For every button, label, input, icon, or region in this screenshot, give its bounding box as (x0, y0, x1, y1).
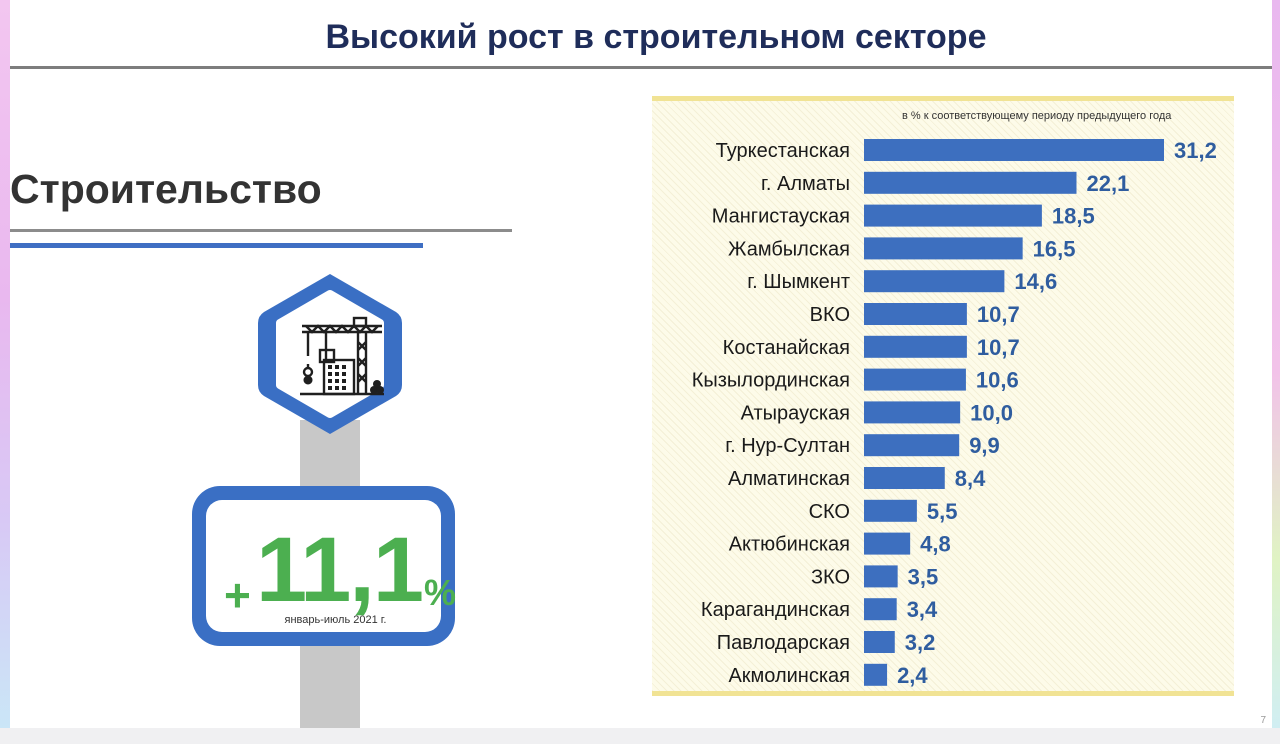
category-label: ВКО (810, 304, 850, 326)
bar (864, 139, 1164, 161)
bar (864, 401, 961, 424)
category-label: Акмолинская (728, 665, 850, 687)
category-label: Карагандинская (701, 599, 850, 621)
kpi-card-inner: + 11,1 % январь-июль 2021 г. (206, 500, 456, 632)
category-label: Мангистауская (712, 206, 850, 228)
category-label: Кызылординская (692, 370, 850, 392)
section-title: Строительство (10, 166, 322, 212)
value-label: 18,5 (1052, 204, 1095, 229)
bar (864, 368, 966, 391)
kpi-period: январь-июль 2021 г. (284, 614, 387, 626)
value-label: 10,7 (977, 335, 1020, 360)
kpi-value: 11,1 (256, 519, 424, 621)
bar (864, 467, 945, 489)
category-label: г. Шымкент (747, 271, 850, 293)
bar (864, 434, 960, 457)
value-label: 3,5 (908, 564, 939, 589)
category-label: Атырауская (741, 402, 850, 424)
chart-subtitle: в % к соответствующему периоду предыдуще… (902, 110, 1172, 122)
value-label: 10,0 (970, 400, 1013, 425)
page-number: 7 (1260, 715, 1266, 726)
slide-title: Высокий рост в строительном секторе (325, 18, 987, 56)
category-label: СКО (809, 501, 850, 523)
bar (864, 565, 898, 588)
value-label: 5,5 (927, 499, 958, 524)
category-label: Костанайская (723, 337, 850, 359)
value-label: 2,4 (897, 663, 928, 688)
kpi-sign: + (224, 569, 251, 621)
bottom-strip (0, 728, 1280, 744)
section-divider-blue (10, 243, 423, 248)
bar (864, 237, 1023, 260)
bar (864, 270, 1005, 293)
category-label: Жамбылская (728, 238, 850, 260)
category-label: г. Алматы (761, 173, 850, 195)
category-label: ЗКО (811, 566, 850, 588)
value-label: 16,5 (1033, 236, 1076, 261)
construction-site-icon (258, 274, 402, 434)
value-label: 4,8 (920, 532, 951, 557)
value-label: 3,4 (907, 597, 938, 622)
category-label: г. Нур-Султан (725, 435, 850, 457)
category-label: Алматинская (728, 468, 850, 490)
kpi-card: + 11,1 % январь-июль 2021 г. (192, 486, 456, 646)
bar (864, 303, 967, 325)
value-label: 31,2 (1174, 138, 1217, 163)
value-label: 3,2 (905, 630, 936, 655)
chart-plot: Туркестанская 31,2 г. Алматы 22,1 Мангистаус… (692, 138, 1217, 688)
left-edge-strip (0, 0, 10, 744)
slide: Высокий рост в строительном секторе Стро… (10, 0, 1272, 728)
bar (864, 171, 1077, 194)
title-divider (10, 66, 1272, 69)
category-label: Актюбинская (729, 534, 850, 556)
value-label: 14,6 (1014, 269, 1057, 294)
bar (864, 663, 888, 686)
bar-chart: в % к соответствующему периоду предыдуще… (652, 96, 1234, 696)
bar (864, 335, 967, 358)
hexagon-badge (250, 268, 410, 440)
value-label: 22,1 (1087, 171, 1130, 196)
bar (864, 499, 917, 522)
category-label: Туркестанская (716, 140, 850, 162)
value-label: 8,4 (955, 466, 986, 491)
value-label: 9,9 (969, 433, 1000, 458)
bar (864, 631, 895, 653)
category-label: Павлодарская (717, 632, 850, 654)
bar (864, 532, 911, 555)
kpi-unit: % (424, 572, 457, 613)
section-divider-gray (10, 229, 512, 232)
value-label: 10,6 (976, 368, 1019, 393)
bar (864, 204, 1042, 227)
right-edge-strip (1272, 0, 1280, 744)
bar (864, 598, 897, 621)
value-label: 10,7 (977, 302, 1020, 327)
